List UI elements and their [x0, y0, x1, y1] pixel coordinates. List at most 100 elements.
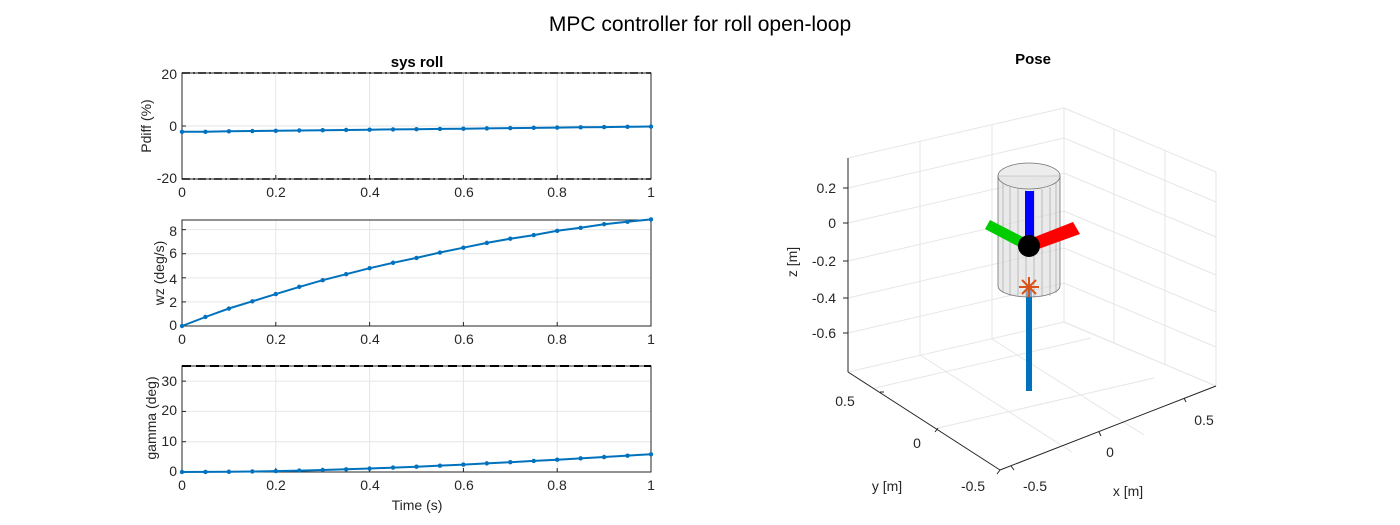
wz-series-line [181, 218, 652, 327]
subplot-gamma: gamma (deg) 30 20 10 0 0 0.2 0.4 0.6 0.8… [143, 365, 655, 513]
gamma-xtick: 0.2 [266, 477, 286, 493]
pose-ylabel: y [m] [872, 478, 902, 494]
pdiff-data-point [343, 127, 349, 133]
gamma-xtick: 0.6 [454, 477, 474, 493]
wz-data-point [297, 284, 302, 290]
wz-data-point [555, 228, 560, 234]
wz-data-point [179, 323, 185, 329]
pdiff-xtick: 0 [178, 184, 186, 200]
thrust-vector [1026, 288, 1032, 391]
wz-xtick: 0.2 [266, 331, 286, 347]
pdiff-data-point [367, 127, 372, 132]
wz-data-point [625, 219, 630, 225]
wz-data-point [531, 232, 536, 238]
gamma-ytick: 0 [169, 463, 177, 479]
wz-ytick: 0 [169, 317, 177, 333]
pose-ztick: 0.2 [817, 180, 837, 196]
triad-x-axis [1027, 222, 1080, 251]
gamma-data-point [250, 469, 255, 474]
wz-data-point [578, 225, 583, 231]
pose-title: Pose [1015, 51, 1051, 68]
pdiff-xtick: 0.8 [547, 184, 567, 200]
gamma-data-point [578, 456, 583, 461]
gamma-ytick: 30 [161, 373, 177, 389]
gamma-data-point [484, 461, 490, 466]
wz-ylabel: wz (deg/s) [151, 241, 167, 307]
pdiff-xtick: 0.6 [454, 184, 474, 200]
pdiff-ytick: -20 [157, 170, 177, 186]
wz-grid [182, 220, 651, 326]
wz-data-point [320, 278, 325, 283]
pdiff-data-point [226, 129, 232, 134]
pose-zticks: 0.2 0 -0.2 -0.4 -0.6 [812, 180, 836, 341]
triad-y-axis [985, 220, 1025, 248]
gamma-yticks: 30 20 10 0 [161, 373, 177, 479]
pdiff-data-point [508, 125, 513, 131]
gamma-ylabel: gamma (deg) [143, 376, 159, 459]
pdiff-data-point [648, 124, 654, 129]
gamma-xtick: 0.4 [360, 477, 380, 493]
wz-xtick: 1 [647, 331, 655, 347]
subplot-pdiff: sys roll Pdiff (%) 20 0 -20 0 0.2 0.4 0.… [138, 54, 655, 200]
pose-zlabel: z [m] [784, 247, 800, 277]
pose-xtick: -0.5 [1023, 478, 1047, 494]
wz-xtick: 0.4 [360, 331, 380, 347]
wz-data-point [250, 299, 255, 304]
pdiff-xticks: 0 0.2 0.4 0.6 0.8 1 [178, 184, 655, 200]
wz-data-point [367, 265, 372, 271]
gamma-frame [181, 365, 652, 473]
pose-ztick: 0 [828, 215, 836, 231]
wz-data-point [437, 250, 443, 255]
gamma-data-point [203, 469, 208, 475]
gamma-data-point [320, 467, 325, 473]
pdiff-data-point [250, 128, 255, 134]
wz-data-point [390, 260, 396, 265]
wz-yticks: 8 6 4 2 0 [169, 223, 177, 333]
gamma-data-point [226, 469, 232, 474]
gamma-data-point [508, 459, 513, 465]
pdiff-title: sys roll [391, 54, 444, 71]
pdiff-xtick: 0.4 [360, 184, 380, 200]
pose-ztick: -0.2 [812, 253, 836, 269]
wz-data-point [414, 255, 419, 261]
wz-data-point [508, 236, 513, 241]
pdiff-data-point [625, 124, 630, 129]
pdiff-data-point [390, 127, 396, 132]
wz-data-point [601, 222, 607, 227]
pdiff-yticks: 20 0 -20 [157, 66, 177, 186]
figure-title: MPC controller for roll open-loop [549, 13, 851, 36]
gamma-data-point [531, 458, 536, 464]
gamma-data-point [390, 465, 396, 470]
pose-xtick: 0 [1106, 444, 1114, 460]
gamma-xticks: 0 0.2 0.4 0.6 0.8 1 [178, 477, 655, 493]
gamma-ytick: 20 [161, 402, 177, 418]
gamma-xlabel: Time (s) [392, 497, 443, 513]
wz-xtick: 0.6 [454, 331, 474, 347]
gamma-grid [182, 366, 651, 472]
wz-frame [181, 219, 652, 327]
gamma-data-point [601, 454, 607, 460]
wz-data-point [203, 314, 208, 320]
pose-xticks: -0.5 0 0.5 [1023, 412, 1214, 494]
gamma-data-point [414, 464, 419, 469]
gamma-data-point [461, 462, 466, 467]
wz-ytick: 8 [169, 223, 177, 239]
wz-data-point [343, 272, 349, 277]
wz-ytick: 6 [169, 245, 177, 261]
pdiff-ytick: 20 [161, 66, 177, 82]
pose-xtick: 0.5 [1194, 412, 1214, 428]
gamma-data [179, 365, 654, 475]
pdiff-data-point [320, 128, 325, 133]
pdiff-data-point [203, 129, 208, 135]
wz-ytick: 2 [169, 294, 177, 310]
wz-data-point [484, 240, 490, 246]
gamma-ytick: 10 [161, 433, 177, 449]
pose-ytick: -0.5 [961, 478, 985, 494]
pdiff-xtick: 1 [647, 184, 655, 200]
gamma-data-point [555, 457, 560, 462]
pose-axes [843, 158, 1217, 475]
gamma-xtick: 1 [647, 477, 655, 493]
pdiff-data-point [601, 124, 607, 130]
axes-triad [985, 191, 1080, 257]
